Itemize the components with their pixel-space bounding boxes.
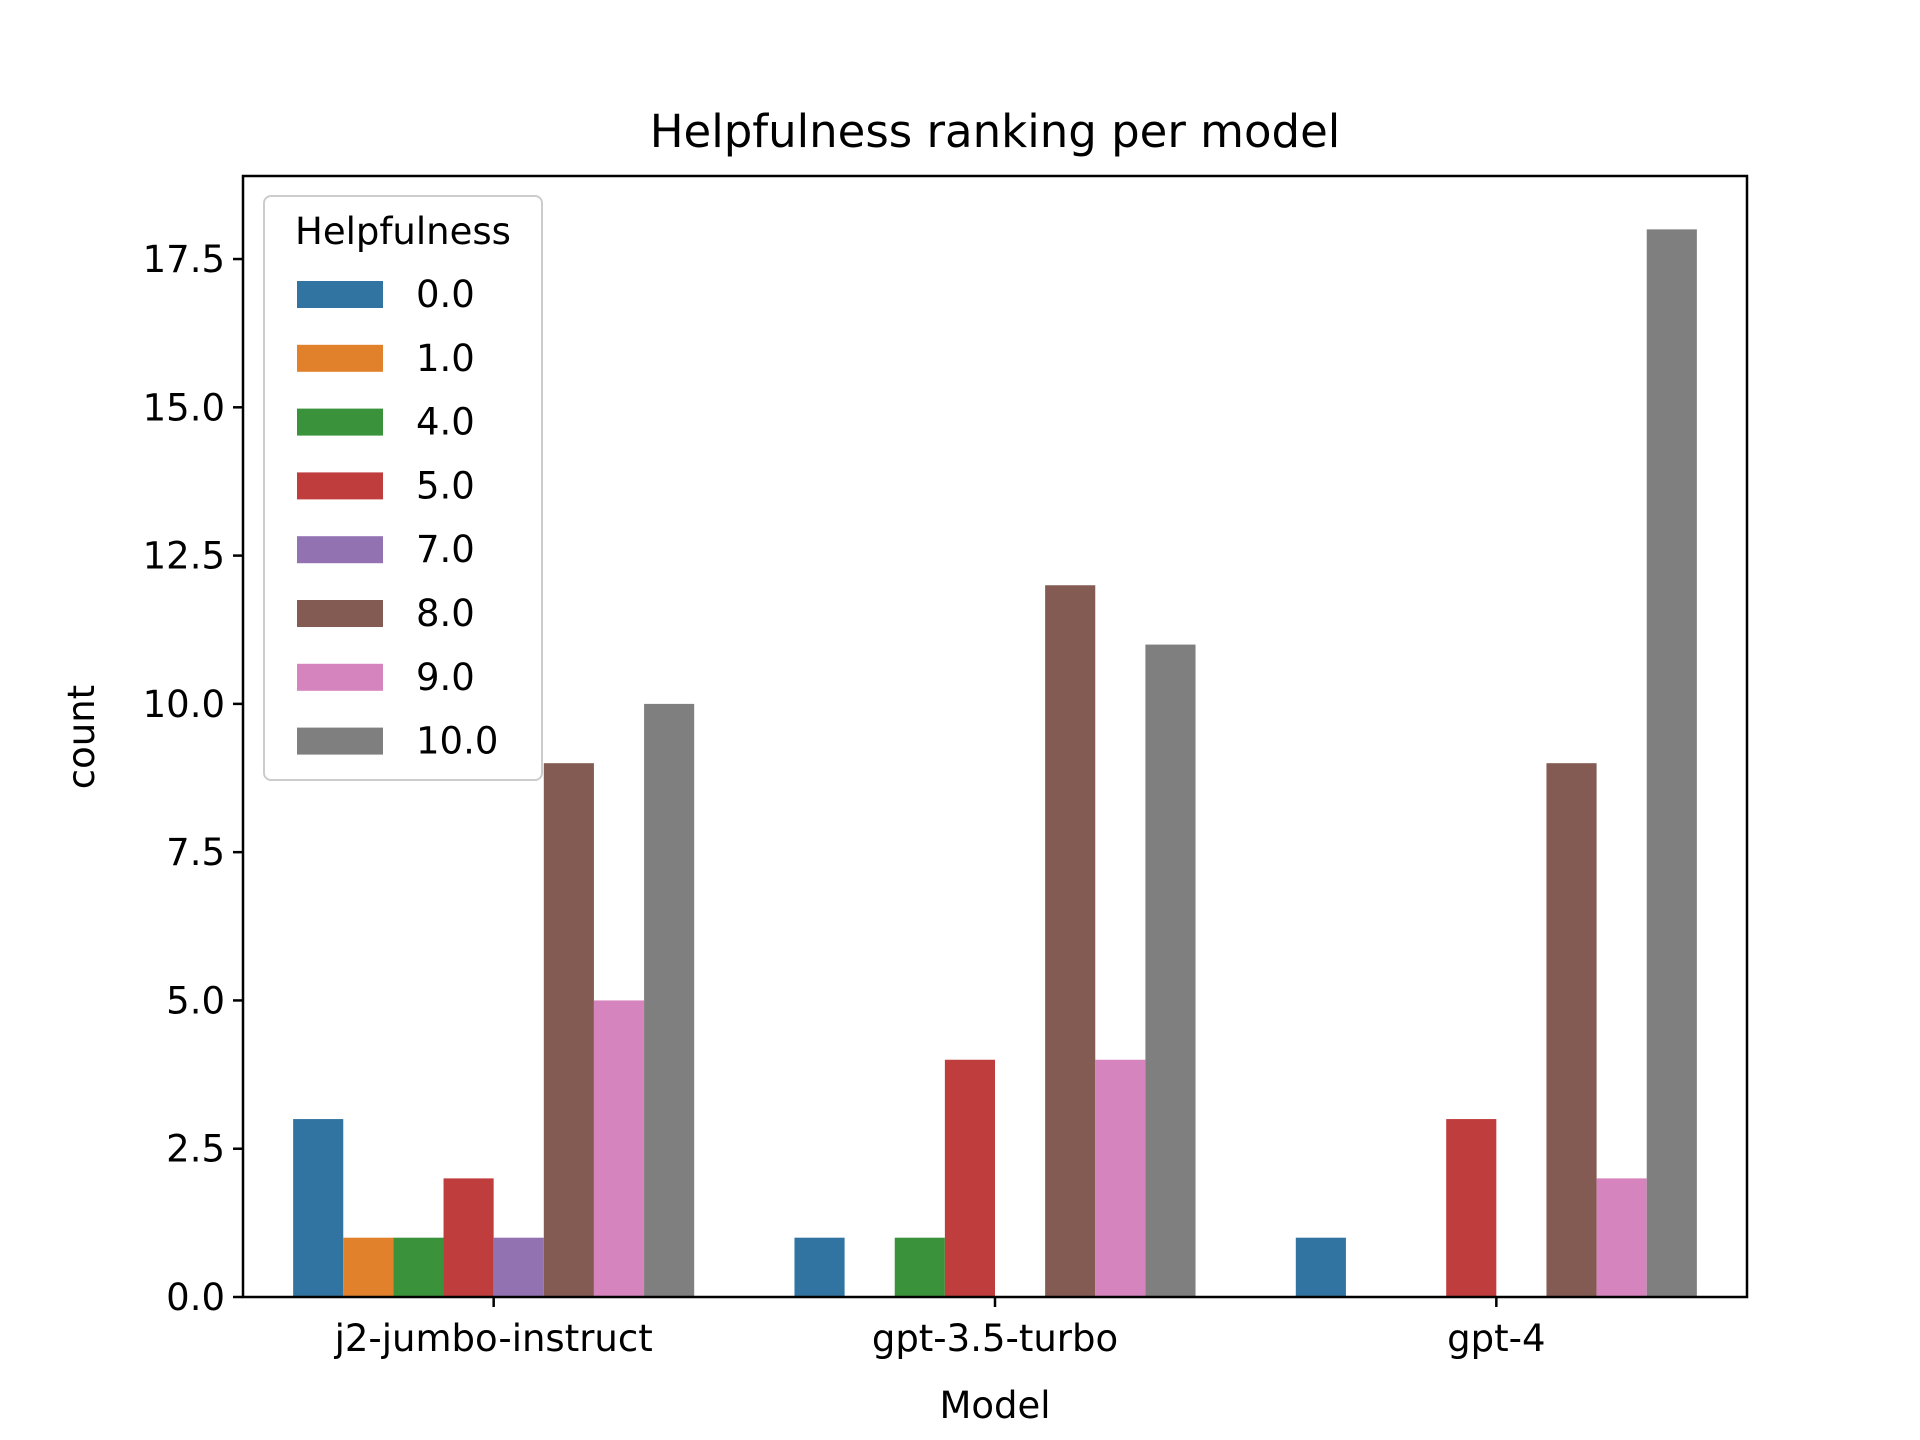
x-tick-label: gpt-4 bbox=[1447, 1317, 1545, 1360]
legend-swatch-10.0 bbox=[297, 727, 383, 755]
legend-swatch-9.0 bbox=[297, 663, 383, 691]
bar-j2-jumbo-instruct-7.0 bbox=[493, 1237, 544, 1297]
bar-gpt-4-0.0 bbox=[1295, 1237, 1346, 1297]
bar-j2-jumbo-instruct-1.0 bbox=[343, 1237, 394, 1297]
legend-swatch-5.0 bbox=[297, 472, 383, 500]
bar-gpt-4-5.0 bbox=[1446, 1119, 1497, 1297]
legend-label-1.0: 1.0 bbox=[416, 337, 475, 380]
legend-swatch-8.0 bbox=[297, 600, 383, 627]
x-axis-label: Model bbox=[939, 1384, 1050, 1427]
legend-label-7.0: 7.0 bbox=[416, 528, 475, 571]
y-tick-label: 17.5 bbox=[143, 238, 225, 281]
legend: Helpfulness 0.0 1.0 4.0 5.0 7.0 8.0 9.0 10.0 bbox=[263, 195, 543, 781]
legend-items: 0.0 1.0 4.0 5.0 7.0 8.0 9.0 10.0 bbox=[297, 273, 498, 763]
legend-swatch-7.0 bbox=[297, 536, 383, 564]
bar-j2-jumbo-instruct-9.0 bbox=[593, 1000, 645, 1297]
plot-frame bbox=[241, 174, 1749, 1299]
y-tick-label: 7.5 bbox=[166, 831, 225, 874]
y-axis-label: count bbox=[60, 685, 103, 789]
bar-j2-jumbo-instruct-0.0 bbox=[293, 1119, 344, 1297]
y-tick-label: 10.0 bbox=[143, 683, 225, 726]
legend-swatch-1.0 bbox=[297, 344, 383, 372]
legend-swatch-4.0 bbox=[297, 408, 383, 436]
bar-gpt-3.5-turbo-10.0 bbox=[1145, 644, 1196, 1297]
legend-title: Helpfulness bbox=[295, 210, 511, 253]
y-tick-label: 15.0 bbox=[143, 386, 225, 429]
y-tick-label: 2.5 bbox=[166, 1128, 225, 1171]
y-tick-label: 5.0 bbox=[166, 979, 225, 1022]
y-tick-label: 0.0 bbox=[166, 1276, 225, 1319]
bar-j2-jumbo-instruct-10.0 bbox=[644, 703, 695, 1297]
bar-gpt-4-8.0 bbox=[1546, 763, 1597, 1297]
legend-label-8.0: 8.0 bbox=[416, 592, 475, 635]
bar-gpt-3.5-turbo-5.0 bbox=[944, 1059, 995, 1297]
legend-box bbox=[263, 195, 543, 781]
bar-gpt-3.5-turbo-8.0 bbox=[1045, 585, 1096, 1297]
bar-gpt-4-9.0 bbox=[1596, 1178, 1647, 1297]
x-tick-label: j2-jumbo-instruct bbox=[334, 1317, 653, 1360]
bar-gpt-4-10.0 bbox=[1646, 229, 1697, 1297]
legend-label-5.0: 5.0 bbox=[416, 464, 475, 507]
bar-gpt-3.5-turbo-9.0 bbox=[1095, 1059, 1146, 1297]
legend-label-9.0: 9.0 bbox=[416, 656, 475, 699]
bar-gpt-3.5-turbo-4.0 bbox=[894, 1237, 945, 1297]
bar-j2-jumbo-instruct-8.0 bbox=[543, 763, 594, 1297]
x-tick-label: gpt-3.5-turbo bbox=[872, 1317, 1118, 1360]
legend-label-10.0: 10.0 bbox=[416, 720, 498, 763]
legend-label-4.0: 4.0 bbox=[416, 401, 475, 444]
y-tick-label: 12.5 bbox=[143, 535, 225, 578]
chart-title: Helpfulness ranking per model bbox=[650, 105, 1341, 158]
legend-swatch-0.0 bbox=[297, 281, 383, 308]
bar-j2-jumbo-instruct-5.0 bbox=[443, 1178, 494, 1297]
x-axis: j2-jumbo-instruct gpt-3.5-turbo gpt-4 bbox=[334, 1297, 1546, 1360]
legend-label-0.0: 0.0 bbox=[416, 273, 475, 316]
bar-j2-jumbo-instruct-4.0 bbox=[393, 1237, 444, 1297]
bar-gpt-3.5-turbo-0.0 bbox=[794, 1237, 845, 1297]
bars-layer bbox=[293, 229, 1697, 1297]
y-axis: 0.0 2.5 5.0 7.5 10.0 12.5 15.0 17.5 bbox=[143, 238, 243, 1319]
